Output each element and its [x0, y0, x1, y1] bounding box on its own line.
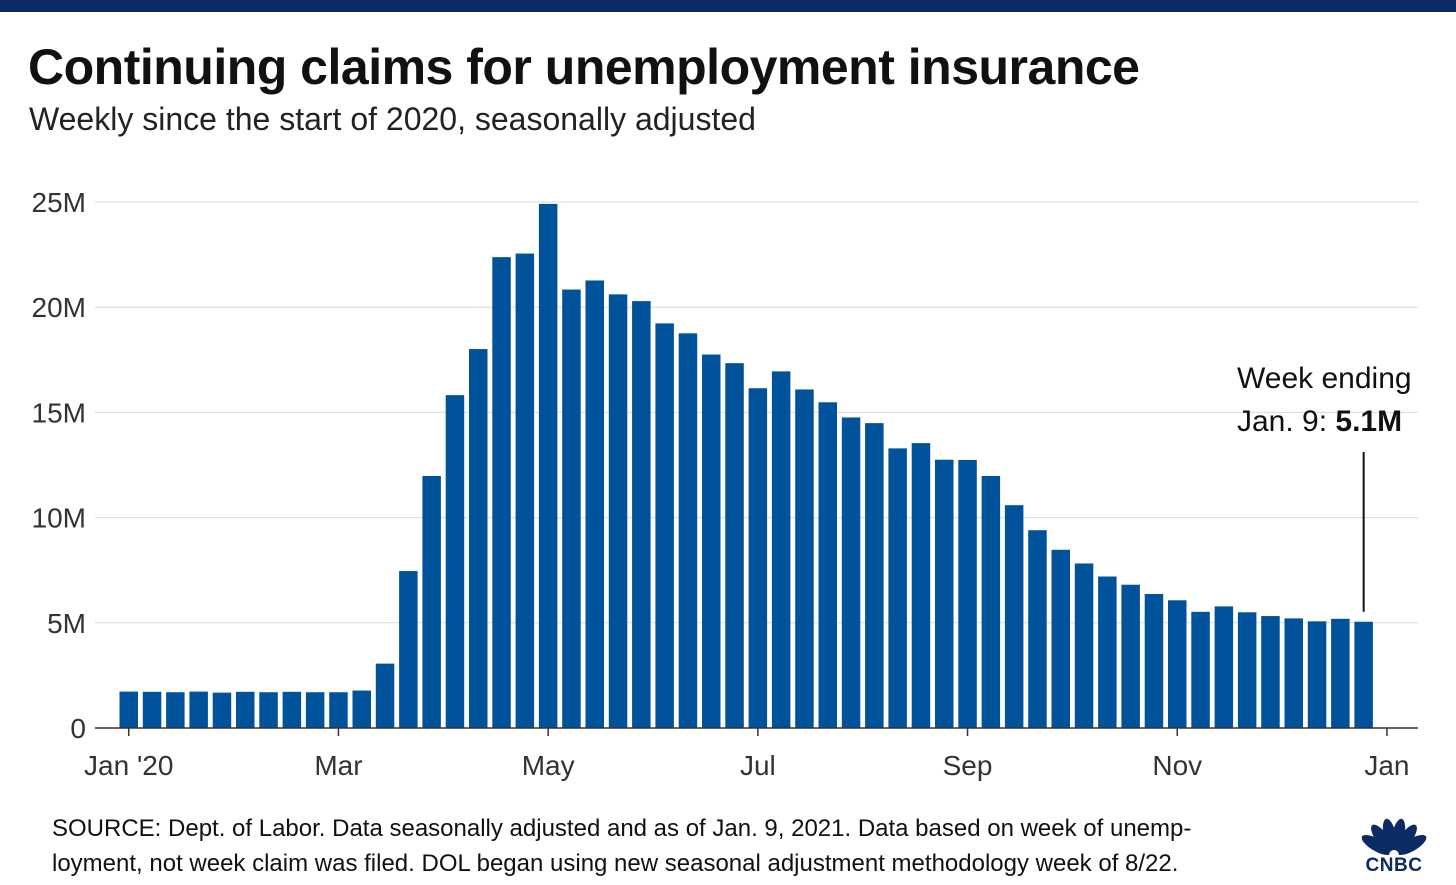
bar — [1098, 576, 1117, 728]
bar — [702, 354, 721, 728]
bar — [958, 459, 977, 728]
bar — [981, 475, 1001, 728]
y-tick-label: 5M — [47, 608, 86, 639]
bar — [1307, 621, 1327, 728]
chart-title: Continuing claims for unemployment insur… — [28, 39, 1140, 95]
bar — [142, 691, 162, 728]
bar — [375, 663, 395, 728]
peacock-feather — [1361, 834, 1392, 856]
y-tick-label: 10M — [32, 503, 86, 534]
bar — [282, 691, 302, 728]
annotation-line-2: Jan. 9: 5.1M — [1237, 405, 1402, 438]
x-tick-label: Jul — [740, 750, 776, 781]
bar — [492, 257, 511, 728]
bar — [1121, 584, 1140, 728]
bar — [1074, 563, 1094, 728]
feather-shape — [1361, 834, 1392, 856]
bar — [1354, 621, 1373, 728]
x-tick-label: Mar — [314, 750, 362, 781]
annotation-prefix: Jan. 9: — [1237, 405, 1335, 438]
bar — [399, 571, 418, 728]
bar — [189, 691, 208, 728]
bar — [911, 443, 931, 728]
bar — [1028, 530, 1047, 728]
bar — [1331, 618, 1350, 728]
source-note-line-2: loyment, not week claim was filed. DOL b… — [52, 850, 1179, 877]
source-note-line-1: SOURCE: Dept. of Labor. Data seasonally … — [52, 815, 1192, 842]
peacock-icon — [1361, 818, 1427, 860]
x-tick-label: May — [522, 750, 575, 781]
bar — [259, 692, 278, 728]
top-bar — [0, 0, 1456, 12]
bar — [305, 692, 325, 728]
bars — [119, 203, 1373, 728]
bar — [1191, 611, 1210, 728]
bar — [865, 423, 884, 728]
bar — [119, 691, 138, 728]
source-note: SOURCE: Dept. of Labor. Data seasonally … — [52, 811, 1342, 881]
y-tick-label: 0 — [70, 713, 86, 744]
x-tick-label: Jan '20 — [84, 750, 173, 781]
bar — [1004, 505, 1024, 728]
bar — [795, 389, 814, 728]
bar — [632, 301, 651, 728]
annotation-line-1: Week ending — [1237, 362, 1412, 395]
peacock-body — [1389, 850, 1399, 860]
bar — [538, 203, 558, 728]
x-tick-label: Jan — [1364, 750, 1409, 781]
bar — [678, 333, 698, 728]
bar — [888, 448, 907, 728]
bar — [166, 692, 185, 728]
annotation: Week ending Jan. 9: 5.1M — [1237, 362, 1412, 612]
bar — [469, 349, 488, 728]
x-tick-label: Nov — [1152, 750, 1202, 781]
bar — [1214, 606, 1234, 728]
bar — [236, 691, 255, 728]
bar — [748, 388, 768, 728]
bar — [818, 402, 837, 728]
bar — [725, 363, 744, 728]
bar — [608, 294, 628, 728]
bar — [841, 417, 861, 728]
bar — [562, 289, 581, 728]
bar — [1261, 616, 1280, 728]
chart-subtitle: Weekly since the start of 2020, seasonal… — [29, 101, 756, 137]
bar — [422, 475, 441, 728]
bar — [585, 280, 604, 728]
x-tick-label: Sep — [943, 750, 993, 781]
bar — [445, 395, 465, 728]
bar — [515, 253, 535, 728]
y-tick-label: 25M — [32, 187, 86, 218]
bar — [329, 692, 348, 728]
bar — [1144, 593, 1164, 728]
y-tick-label: 20M — [32, 292, 86, 323]
feather-shape — [1396, 834, 1427, 856]
bar — [655, 323, 674, 728]
bar — [352, 690, 371, 728]
bar — [212, 692, 232, 728]
annotation-value: 5.1M — [1335, 405, 1402, 438]
bar — [1237, 612, 1257, 728]
y-tick-label: 15M — [32, 397, 86, 428]
bar — [771, 371, 791, 728]
x-axis: Jan '20 Mar May Jul Sep Nov Jan — [84, 727, 1418, 781]
bar — [1284, 618, 1303, 728]
bar — [935, 459, 954, 728]
cnbc-logo-text: CNBC — [1365, 855, 1423, 876]
peacock-feather — [1396, 834, 1427, 856]
bar — [1168, 600, 1187, 728]
y-axis-labels: 0 5M 10M 15M 20M 25M — [32, 187, 86, 744]
bar — [1051, 549, 1070, 728]
cnbc-logo: CNBC — [1354, 815, 1434, 877]
